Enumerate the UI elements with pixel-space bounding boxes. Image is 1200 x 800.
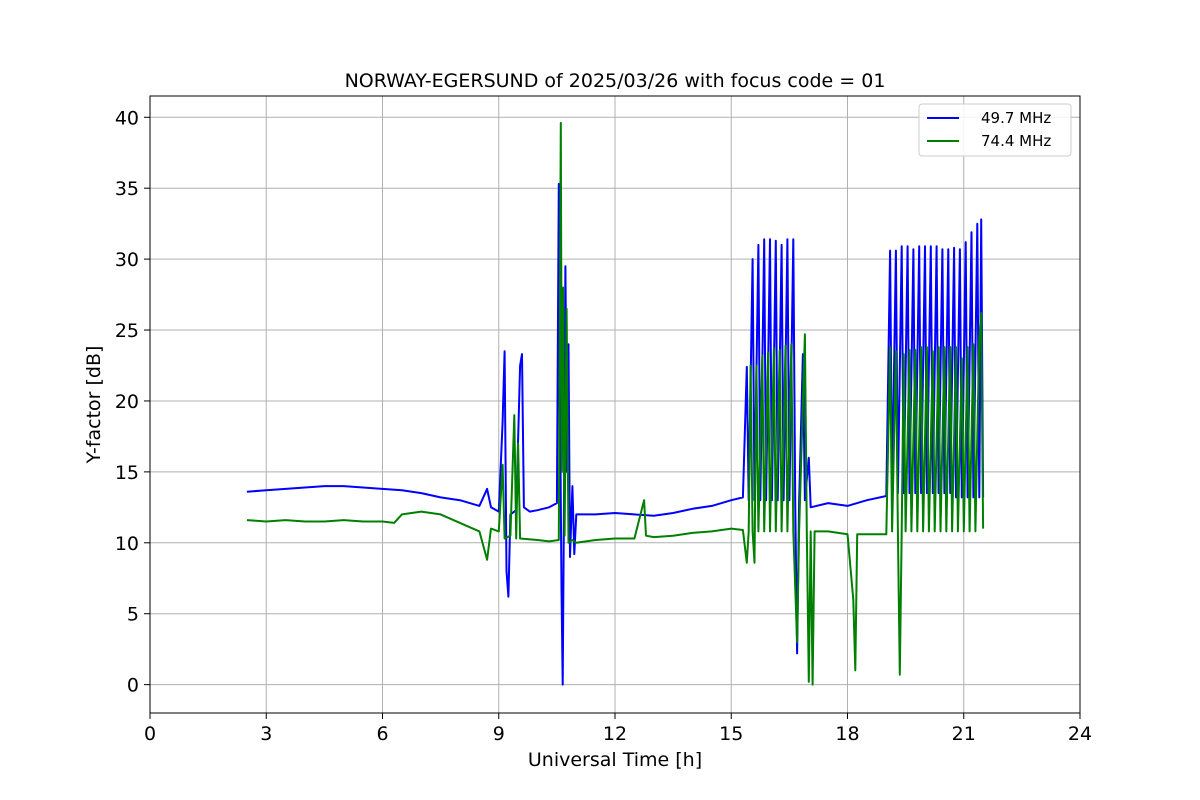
chart-title: NORWAY-EGERSUND of 2025/03/26 with focus…: [345, 70, 886, 92]
y-tick-label: 5: [127, 604, 139, 626]
legend-label-1: 74.4 MHz: [981, 132, 1051, 150]
y-tick-label: 35: [115, 178, 139, 200]
x-tick-label: 12: [603, 723, 627, 745]
x-tick-label: 9: [493, 723, 505, 745]
y-tick-label: 15: [115, 462, 139, 484]
y-axis-label: Y-factor [dB]: [83, 346, 105, 465]
ticks: 0 3 6 9 12 15 18 21 24 0 5 10 15 20 25 30 35 40: [115, 107, 1092, 745]
x-tick-label: 15: [719, 723, 743, 745]
x-axis-label: Universal Time [h]: [528, 749, 702, 771]
legend: 49.7 MHz 74.4 MHz: [918, 103, 1072, 157]
y-tick-label: 20: [115, 391, 139, 413]
x-tick-label: 6: [376, 723, 388, 745]
x-tick-label: 3: [260, 723, 272, 745]
series-line-1: [246, 121, 985, 686]
x-tick-label: 0: [144, 723, 156, 745]
x-tick-label: 21: [952, 723, 976, 745]
x-tick-label: 24: [1068, 723, 1092, 745]
y-tick-label: 10: [115, 533, 139, 555]
y-tick-label: 40: [115, 107, 139, 129]
legend-label-0: 49.7 MHz: [981, 109, 1051, 127]
y-tick-label: 0: [127, 675, 139, 697]
x-tick-label: 18: [835, 723, 859, 745]
y-tick-label: 30: [115, 249, 139, 271]
series-layer: [246, 121, 985, 686]
y-tick-label: 25: [115, 320, 139, 342]
